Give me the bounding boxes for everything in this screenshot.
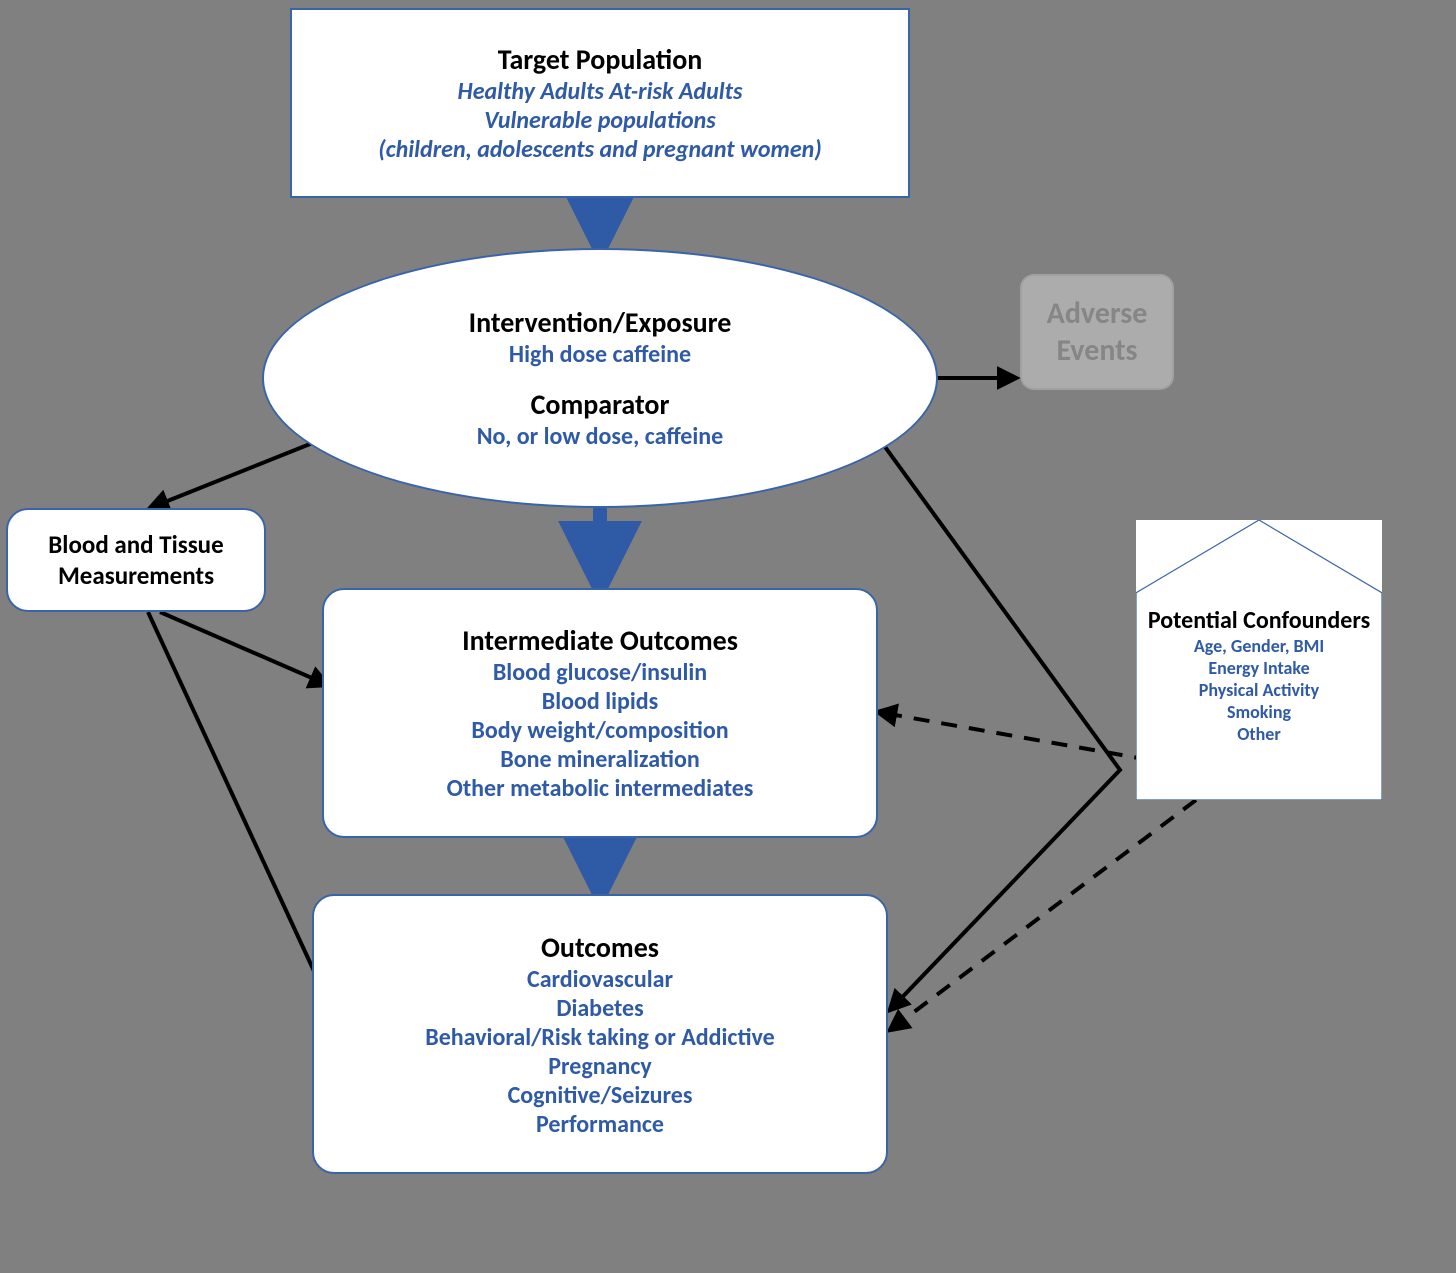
adverse-line-0: Adverse — [1047, 295, 1148, 332]
intermediate-outcomes-box: Intermediate Outcomes Blood glucose/insu… — [322, 588, 878, 838]
intermediate-line-3: Bone mineralization — [500, 745, 699, 774]
confounders-line-0: Age, Gender, BMI — [1194, 635, 1324, 657]
outcomes-line-1: Diabetes — [556, 994, 643, 1023]
edge-intervention-to-outcomes-right — [880, 440, 1120, 1010]
target-line-1: Vulnerable populations — [484, 106, 716, 135]
confounders-title: Potential Confounders — [1148, 607, 1370, 635]
confounders-pentagon: Potential Confounders Age, Gender, BMI E… — [1136, 520, 1382, 800]
confounders-line-2: Physical Activity — [1199, 679, 1319, 701]
intermediate-line-2: Body weight/composition — [471, 716, 728, 745]
target-line-2: (children, adolescents and pregnant wome… — [378, 135, 822, 164]
blood-tissue-title: Blood and Tissue Measurements — [24, 529, 248, 592]
intervention-title: Intervention/Exposure — [469, 305, 732, 340]
adverse-line-1: Events — [1047, 332, 1148, 369]
confounders-line-1: Energy Intake — [1208, 657, 1309, 679]
edge-intervention-to-blood — [150, 440, 320, 508]
outcomes-box: Outcomes Cardiovascular Diabetes Behavio… — [312, 894, 888, 1174]
outcomes-line-0: Cardiovascular — [527, 965, 673, 994]
target-population-box: Target Population Healthy Adults At-risk… — [290, 8, 910, 198]
intervention-exposure-ellipse: Intervention/Exposure High dose caffeine… — [262, 248, 938, 508]
confounders-line-3: Smoking — [1227, 701, 1291, 723]
intermediate-line-1: Blood lipids — [542, 687, 658, 716]
intermediate-line-4: Other metabolic intermediates — [447, 774, 754, 803]
target-line-0: Healthy Adults At-risk Adults — [458, 77, 743, 106]
intermediate-title: Intermediate Outcomes — [462, 623, 738, 658]
confounders-line-4: Other — [1237, 723, 1281, 745]
outcomes-title: Outcomes — [541, 930, 659, 965]
diagram-canvas: Target Population Healthy Adults At-risk… — [0, 0, 1456, 1273]
outcomes-line-4: Cognitive/Seizures — [508, 1081, 693, 1110]
intermediate-line-0: Blood glucose/insulin — [493, 658, 707, 687]
edge-blood-to-intermediate — [160, 612, 328, 685]
outcomes-line-3: Pregnancy — [548, 1052, 652, 1081]
edge-confounders-to-intermediate — [878, 712, 1150, 760]
target-title: Target Population — [498, 42, 703, 77]
comparator-sub: No, or low dose, caffeine — [477, 422, 724, 451]
outcomes-line-5: Performance — [536, 1110, 664, 1139]
adverse-events-box: Adverse Events — [1020, 274, 1174, 390]
intervention-sub: High dose caffeine — [509, 340, 691, 369]
edge-blood-to-outcomes — [148, 612, 332, 1010]
outcomes-line-2: Behavioral/Risk taking or Addictive — [425, 1023, 774, 1052]
comparator-title: Comparator — [531, 387, 670, 422]
blood-tissue-box: Blood and Tissue Measurements — [6, 508, 266, 612]
edge-confounders-to-outcomes — [890, 800, 1196, 1030]
adverse-events-text: Adverse Events — [1047, 295, 1148, 369]
